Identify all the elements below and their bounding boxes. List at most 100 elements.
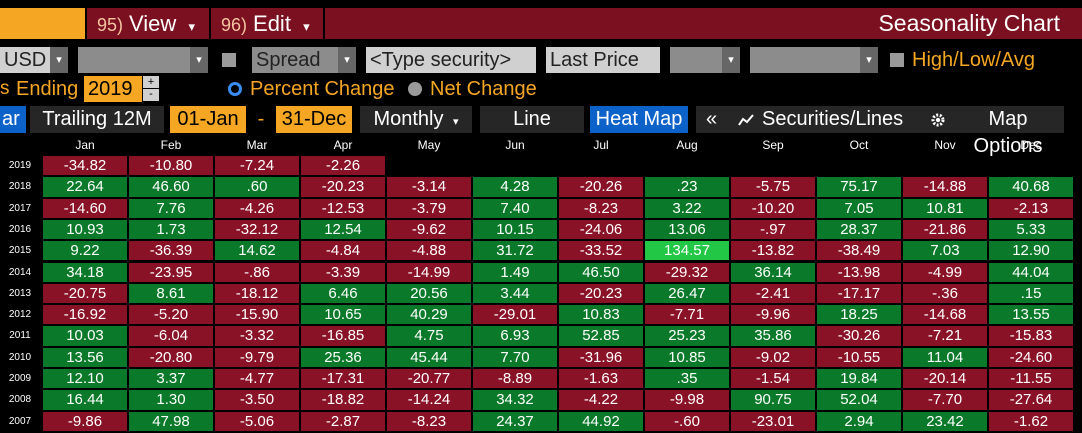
heatmap-cell[interactable]: 34.18 [42, 261, 128, 283]
edit-menu-button[interactable]: 96) Edit ▾ [215, 8, 316, 39]
heatmap-cell[interactable]: 12.54 [300, 218, 386, 241]
heatmap-cell[interactable]: -18.82 [300, 389, 386, 411]
heatmap-cell[interactable]: 19.84 [816, 368, 902, 390]
heatmap-cell[interactable]: 1.30 [128, 389, 214, 411]
heatmap-cell[interactable]: 34.32 [472, 389, 558, 411]
heatmap-cell[interactable]: 35.86 [730, 325, 816, 347]
heatmap-cell[interactable]: -10.55 [816, 346, 902, 368]
heatmap-cell[interactable]: 90.75 [730, 389, 816, 411]
heatmap-cell[interactable]: -3.14 [386, 176, 472, 198]
heatmap-cell[interactable]: 10.81 [902, 197, 988, 219]
heatmap-cell[interactable]: 7.76 [128, 197, 214, 219]
heatmap-cell[interactable]: 26.47 [644, 282, 730, 305]
heatmap-cell[interactable]: -4.88 [386, 240, 472, 262]
heatmap-cell[interactable]: -4.84 [300, 240, 386, 262]
spread-checkbox[interactable] [222, 53, 236, 67]
heatmap-cell[interactable]: -20.26 [558, 176, 644, 198]
heatmap-cell[interactable]: 44.04 [988, 261, 1074, 283]
heatmap-cell[interactable]: 6.46 [300, 282, 386, 305]
heatmap-cell[interactable]: -24.60 [988, 346, 1074, 368]
heatmap-cell[interactable]: -9.79 [214, 346, 300, 368]
heatmap-cell[interactable]: 11.04 [902, 346, 988, 368]
heatmap-cell[interactable]: -3.32 [214, 325, 300, 347]
heatmap-cell[interactable]: -27.64 [988, 389, 1074, 411]
heatmap-cell[interactable]: -.86 [214, 261, 300, 283]
heatmap-cell[interactable]: -8.89 [472, 368, 558, 390]
heatmap-cell[interactable]: .23 [644, 176, 730, 198]
heatmap-cell[interactable]: -.60 [644, 410, 730, 432]
heatmap-cell[interactable]: -13.98 [816, 261, 902, 283]
start-date-input[interactable]: 01-Jan [170, 106, 246, 133]
security-input[interactable]: <Type security> [366, 47, 536, 73]
field-select-3[interactable]: ▾ [750, 47, 878, 73]
heatmap-cell[interactable]: -3.50 [214, 389, 300, 411]
heatmap-cell[interactable]: -5.20 [128, 304, 214, 326]
heatmap-cell[interactable]: -10.20 [730, 197, 816, 219]
spread-select[interactable]: Spread ▾ [252, 47, 356, 73]
heatmap-cell[interactable]: 8.61 [128, 282, 214, 305]
heatmap-cell[interactable]: -4.77 [214, 368, 300, 390]
heatmap-cell[interactable]: 6.93 [472, 325, 558, 347]
heatmap-cell[interactable]: -20.80 [128, 346, 214, 368]
heatmap-cell[interactable]: 10.85 [644, 346, 730, 368]
heatmap-cell[interactable]: -9.02 [730, 346, 816, 368]
heatmap-cell[interactable]: 10.65 [300, 304, 386, 326]
map-options-button[interactable]: Map Options [920, 106, 1064, 157]
heatmap-cell[interactable]: 40.29 [386, 304, 472, 326]
heatmap-cell[interactable]: 46.60 [128, 176, 214, 198]
heatmap-cell[interactable]: -4.99 [902, 261, 988, 283]
heatmap-cell[interactable]: 10.93 [42, 218, 128, 241]
heatmap-cell[interactable]: -5.75 [730, 176, 816, 198]
heatmap-cell[interactable]: .35 [644, 368, 730, 390]
heatmap-cell[interactable]: 75.17 [816, 176, 902, 198]
heatmap-cell[interactable]: 7.05 [816, 197, 902, 219]
heatmap-cell[interactable]: .60 [214, 176, 300, 198]
heatmap-cell[interactable]: 1.49 [472, 261, 558, 283]
heatmap-cell[interactable]: 10.03 [42, 325, 128, 347]
heatmap-cell[interactable]: -1.54 [730, 368, 816, 390]
heatmap-cell[interactable]: -12.53 [300, 197, 386, 219]
heatmap-cell[interactable]: 47.98 [128, 410, 214, 432]
heatmap-cell[interactable]: 44.92 [558, 410, 644, 432]
field-input[interactable]: Last Price [546, 47, 660, 73]
heatmap-cell[interactable]: 46.50 [558, 261, 644, 283]
heatmap-cell[interactable]: -31.96 [558, 346, 644, 368]
currency-select[interactable]: USD ▾ [0, 47, 68, 73]
heatmap-cell[interactable]: -7.21 [902, 325, 988, 347]
heatmap-cell[interactable]: 10.83 [558, 304, 644, 326]
heatmap-cell[interactable]: -16.85 [300, 325, 386, 347]
heatmap-cell[interactable]: -34.82 [42, 155, 128, 177]
heatmap-cell[interactable]: 13.56 [42, 346, 128, 368]
heatmap-cell[interactable]: -4.26 [214, 197, 300, 219]
heatmap-cell[interactable]: 4.75 [386, 325, 472, 347]
heatmap-cell[interactable]: -36.39 [128, 240, 214, 262]
heatmap-cell[interactable]: -20.23 [300, 176, 386, 198]
heatmap-cell[interactable]: -2.41 [730, 282, 816, 305]
heatmap-cell[interactable]: -6.04 [128, 325, 214, 347]
heatmap-cell[interactable]: 13.55 [988, 304, 1074, 326]
heatmap-cell[interactable]: -7.70 [902, 389, 988, 411]
heatmap-cell[interactable]: -18.12 [214, 282, 300, 305]
heatmap-cell[interactable]: -20.23 [558, 282, 644, 305]
heatmap-cell[interactable]: -1.63 [558, 368, 644, 390]
bar-tab[interactable]: ar [0, 106, 26, 133]
heatmap-cell[interactable]: -17.31 [300, 368, 386, 390]
heatmap-cell[interactable]: -33.52 [558, 240, 644, 262]
heatmap-cell[interactable]: 5.33 [988, 218, 1074, 241]
heatmap-cell[interactable]: -5.06 [214, 410, 300, 432]
heatmap-cell[interactable]: -9.86 [42, 410, 128, 432]
heatmap-cell[interactable]: -16.92 [42, 304, 128, 326]
heatmap-cell[interactable]: 25.36 [300, 346, 386, 368]
heatmap-cell[interactable]: -29.32 [644, 261, 730, 283]
heatmap-cell[interactable]: 3.22 [644, 197, 730, 219]
heatmap-cell[interactable]: 13.06 [644, 218, 730, 241]
heatmap-cell[interactable]: 23.42 [902, 410, 988, 432]
line-tab[interactable]: Line [480, 106, 584, 133]
heatmap-cell[interactable]: -14.88 [902, 176, 988, 198]
heatmap-cell[interactable]: -29.01 [472, 304, 558, 326]
heatmap-cell[interactable]: 31.72 [472, 240, 558, 262]
heatmap-cell[interactable]: -32.12 [214, 218, 300, 241]
heatmap-cell[interactable]: -3.79 [386, 197, 472, 219]
heatmap-cell[interactable]: 7.40 [472, 197, 558, 219]
heatmap-cell[interactable]: -2.87 [300, 410, 386, 432]
